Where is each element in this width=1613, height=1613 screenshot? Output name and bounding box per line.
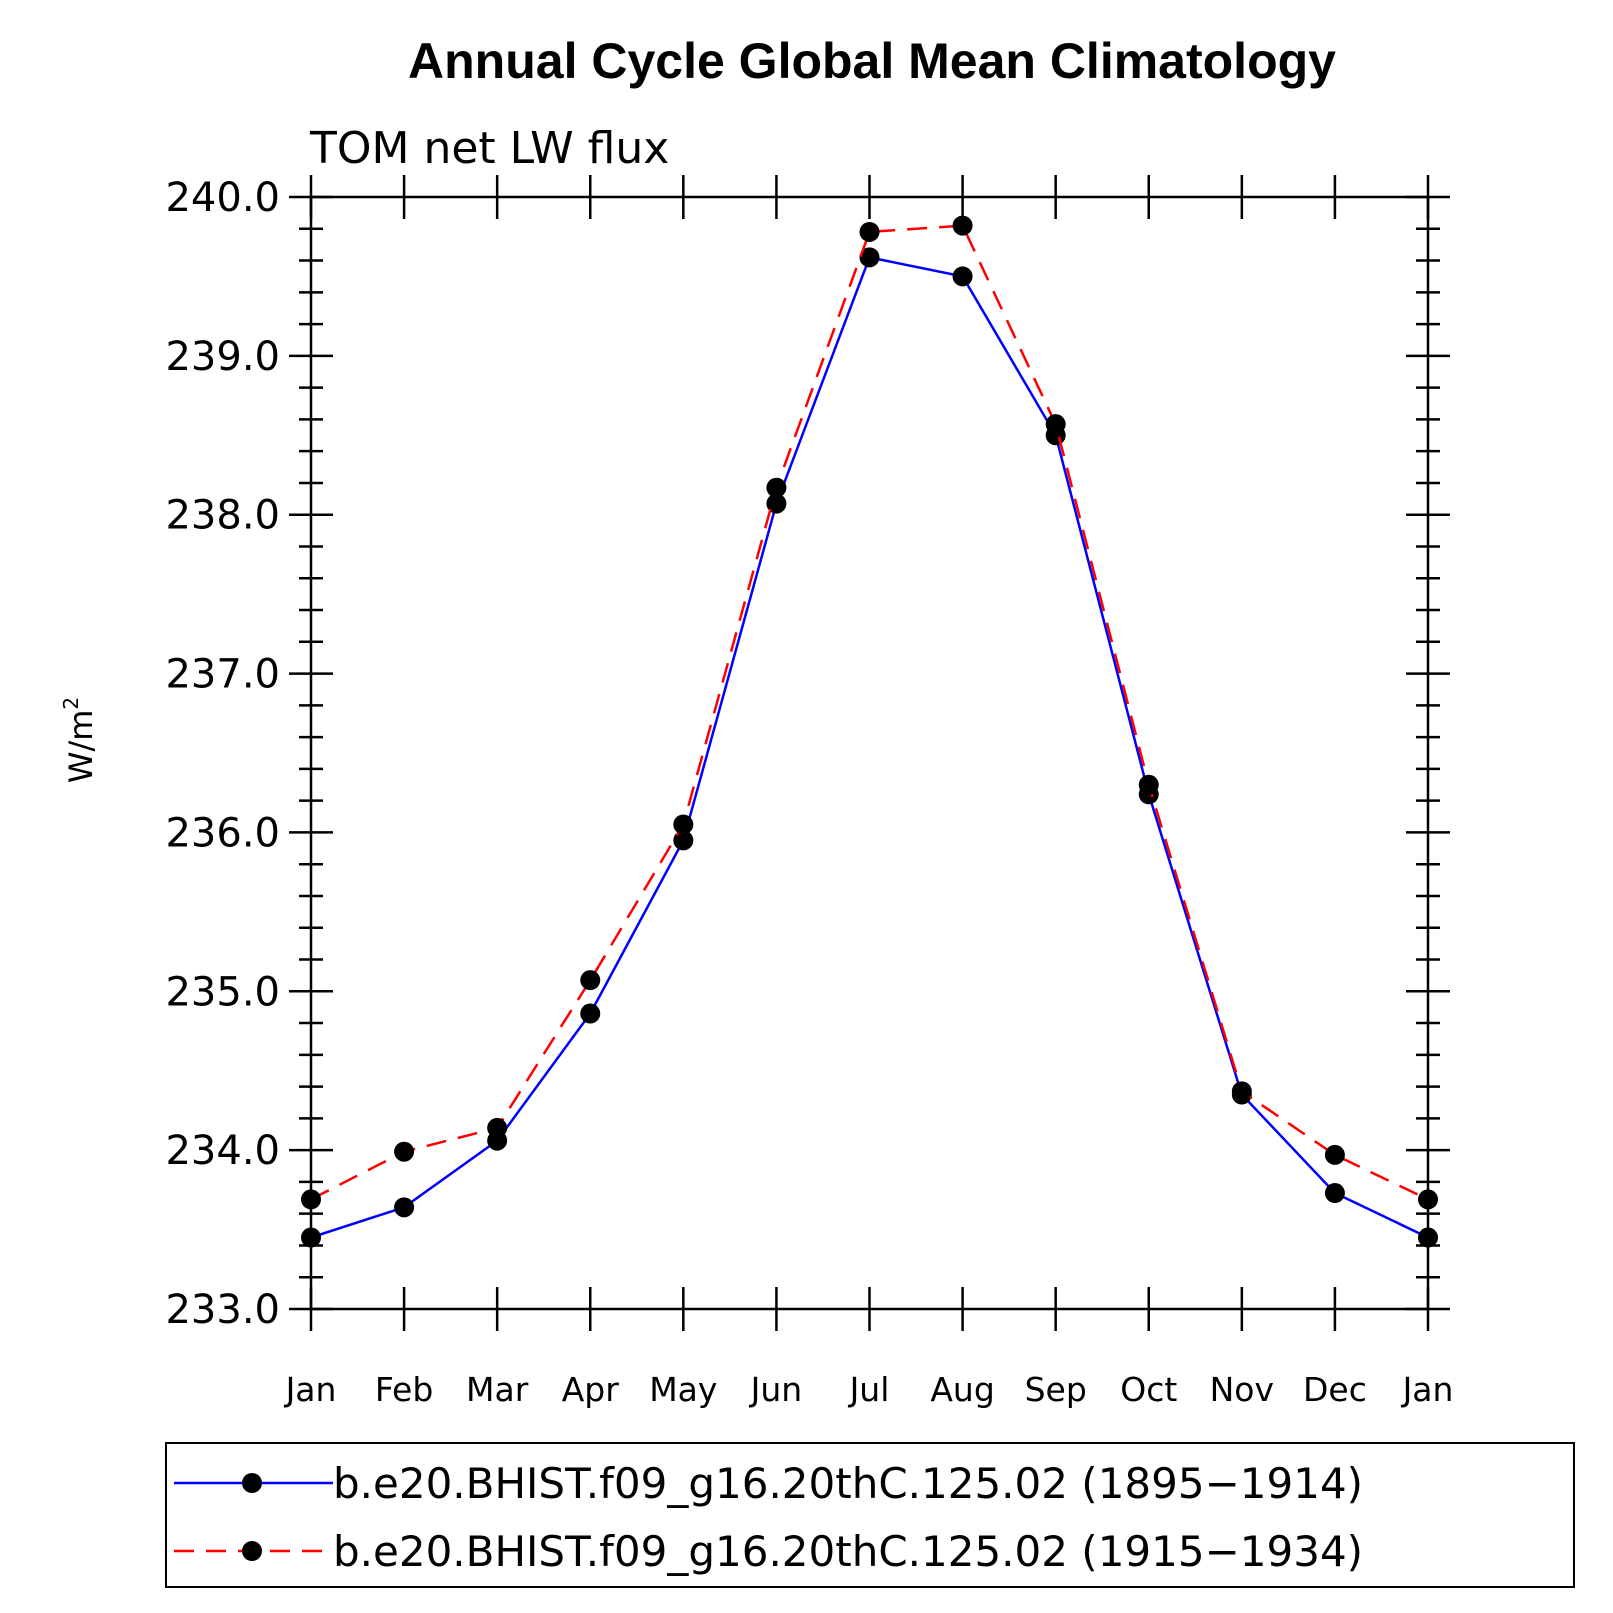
legend-item-2: b.e20.BHIST.f09_g16.20thC.125.02 (1915−1… (174, 1527, 1363, 1576)
data-point (1418, 1227, 1438, 1248)
legend-box (165, 1442, 1575, 1588)
y-tick-label: 240.0 (165, 175, 280, 221)
legend-marker-2 (242, 1541, 262, 1561)
axis-ticks (289, 175, 1450, 1331)
x-tick-label: Nov (1210, 1370, 1274, 1409)
data-point (580, 1003, 601, 1024)
chart-title: Annual Cycle Global Mean Climatology (408, 33, 1336, 89)
y-tick-label: 238.0 (165, 493, 280, 539)
legend-item-1: b.e20.BHIST.f09_g16.20thC.125.02 (1895−1… (174, 1459, 1363, 1508)
y-axis-label-main: W/m (62, 710, 100, 784)
plot-area (309, 195, 1430, 1311)
data-point (766, 477, 787, 498)
data-series (301, 215, 1438, 1248)
series-line-2 (310, 224, 1429, 1201)
data-point (859, 247, 880, 268)
x-tick-label: Sep (1025, 1370, 1087, 1409)
data-point (1324, 1183, 1345, 1204)
data-point (952, 266, 973, 287)
y-tick-label: 237.0 (165, 652, 280, 698)
x-tick-label: Apr (562, 1370, 620, 1409)
x-tick-label: Mar (466, 1370, 529, 1409)
data-point (766, 493, 787, 514)
y-tick-label: 233.0 (165, 1287, 280, 1333)
x-tick-label: Jan (1401, 1370, 1454, 1409)
x-tick-label: Dec (1303, 1370, 1367, 1409)
y-axis-label-superscript: 2 (59, 697, 83, 710)
x-tick-label: Oct (1120, 1370, 1177, 1409)
data-point (301, 1227, 321, 1248)
legend-label-1: b.e20.BHIST.f09_g16.20thC.125.02 (1895−1… (333, 1459, 1363, 1508)
legend: b.e20.BHIST.f09_g16.20thC.125.02 (1895−1… (165, 1442, 1575, 1588)
data-point (394, 1141, 415, 1162)
x-tick-label: May (649, 1370, 717, 1409)
series-1 (301, 247, 1438, 1248)
x-tick-label: Jun (749, 1370, 803, 1409)
data-point (580, 970, 601, 991)
x-tick-label: Feb (375, 1370, 433, 1409)
data-point (301, 1189, 321, 1210)
x-tick-label: Jul (848, 1370, 890, 1409)
x-tick-label: Jan (284, 1370, 337, 1409)
x-axis-tick-labels: Jan Feb Mar Apr May Jun Jul Aug Sep Oct Nov Dec Jan (284, 1370, 1454, 1409)
series-2 (301, 215, 1438, 1210)
y-tick-label: 235.0 (165, 969, 280, 1015)
data-point (859, 221, 880, 242)
legend-label-2: b.e20.BHIST.f09_g16.20thC.125.02 (1915−1… (333, 1527, 1363, 1576)
data-point (1324, 1144, 1345, 1165)
data-point (673, 830, 694, 851)
series-line-1 (310, 255, 1429, 1239)
chart-subtitle: TOM net LW flux (309, 123, 669, 174)
data-point (673, 814, 694, 835)
data-point (487, 1117, 508, 1138)
data-point (952, 215, 973, 236)
y-tick-label: 239.0 (165, 334, 280, 380)
data-point (394, 1197, 415, 1218)
y-axis-label: W/m2 (59, 697, 100, 783)
legend-marker-1 (242, 1473, 262, 1493)
plot-frame (309, 195, 1430, 1311)
y-tick-label: 234.0 (165, 1128, 280, 1174)
x-tick-label: Aug (930, 1370, 994, 1409)
data-point (1418, 1189, 1438, 1210)
y-axis-tick-labels: 233.0 234.0 235.0 236.0 237.0 238.0 239.0 240.0 (165, 175, 280, 1333)
data-point (1138, 774, 1159, 795)
data-point (1231, 1081, 1252, 1102)
data-point (1045, 414, 1066, 435)
y-tick-label: 236.0 (165, 810, 280, 856)
